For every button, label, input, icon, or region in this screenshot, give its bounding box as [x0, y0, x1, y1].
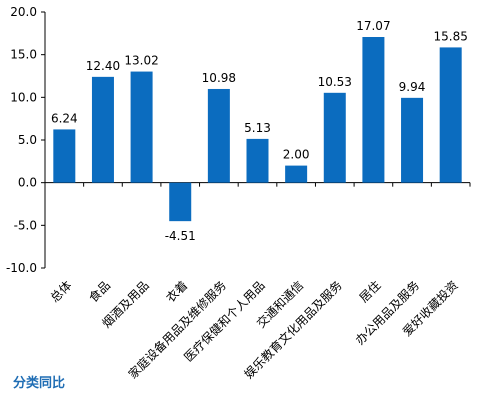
bar — [169, 182, 192, 222]
x-tick-label: 居住 — [357, 278, 384, 305]
y-tick-label: 10.0 — [10, 90, 37, 104]
bar — [91, 76, 114, 183]
bar — [439, 47, 462, 183]
y-tick-label: 0.0 — [18, 176, 37, 190]
data-label: 10.53 — [318, 75, 352, 89]
x-tick-label: 食品 — [85, 278, 113, 306]
y-tick-label: 20.0 — [10, 5, 37, 19]
y-tick-label: -10.0 — [6, 261, 37, 275]
bar — [207, 88, 230, 183]
data-label: 17.07 — [356, 19, 390, 33]
bar — [323, 92, 346, 183]
bar — [285, 165, 308, 183]
x-tick-label: 衣着 — [163, 278, 191, 306]
bar — [130, 71, 153, 183]
bar — [362, 37, 385, 183]
chart-title: 分类同比 — [13, 376, 66, 391]
data-label: 12.40 — [86, 59, 120, 73]
bar — [401, 97, 424, 183]
y-tick-label: 15.0 — [10, 48, 37, 62]
bar — [53, 129, 76, 183]
data-label: 2.00 — [283, 148, 310, 162]
data-label: 15.85 — [434, 29, 468, 43]
data-label: 6.24 — [51, 111, 78, 125]
bar — [246, 138, 269, 183]
data-label: 10.98 — [202, 71, 236, 85]
y-tick-label: 5.0 — [18, 133, 37, 147]
x-tick-label: 总体 — [48, 278, 75, 305]
data-label: 13.02 — [124, 54, 158, 68]
data-label: 5.13 — [244, 121, 271, 135]
y-tick-label: -5.0 — [14, 218, 37, 232]
data-label: 9.94 — [399, 80, 426, 94]
data-label: -4.51 — [165, 229, 196, 243]
